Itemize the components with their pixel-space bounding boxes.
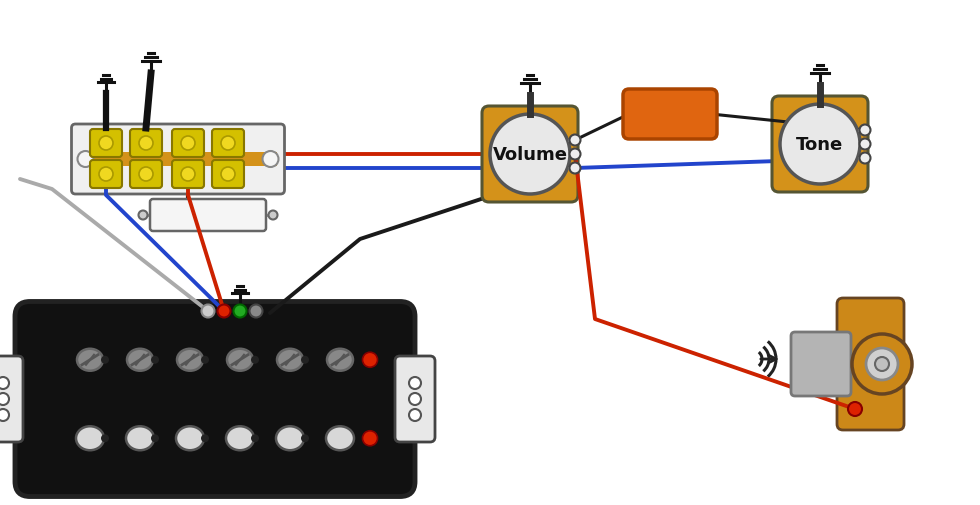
FancyBboxPatch shape — [90, 130, 122, 158]
Circle shape — [218, 305, 230, 318]
Circle shape — [569, 135, 580, 146]
FancyBboxPatch shape — [212, 161, 244, 189]
Circle shape — [852, 334, 912, 394]
Circle shape — [875, 358, 889, 371]
Circle shape — [859, 125, 870, 136]
Ellipse shape — [76, 426, 104, 450]
FancyBboxPatch shape — [130, 130, 162, 158]
Circle shape — [139, 168, 153, 182]
FancyBboxPatch shape — [150, 199, 266, 231]
Circle shape — [0, 377, 9, 389]
Circle shape — [263, 152, 278, 168]
Circle shape — [409, 377, 421, 389]
FancyBboxPatch shape — [15, 302, 415, 496]
Circle shape — [181, 168, 195, 182]
FancyBboxPatch shape — [172, 130, 204, 158]
Circle shape — [181, 137, 195, 150]
FancyBboxPatch shape — [395, 357, 435, 442]
FancyBboxPatch shape — [623, 90, 717, 140]
FancyBboxPatch shape — [837, 298, 904, 430]
Circle shape — [101, 356, 109, 364]
Circle shape — [490, 115, 570, 194]
Ellipse shape — [277, 349, 303, 371]
Circle shape — [269, 211, 277, 220]
Circle shape — [233, 305, 247, 318]
Circle shape — [221, 137, 235, 150]
Circle shape — [201, 356, 209, 364]
Circle shape — [138, 211, 148, 220]
Circle shape — [301, 356, 309, 364]
FancyBboxPatch shape — [79, 153, 276, 167]
Circle shape — [202, 305, 215, 318]
Circle shape — [101, 434, 109, 442]
FancyBboxPatch shape — [90, 161, 122, 189]
Circle shape — [77, 152, 93, 168]
FancyBboxPatch shape — [772, 97, 868, 192]
Text: Tone: Tone — [797, 136, 844, 154]
Circle shape — [0, 409, 9, 421]
Circle shape — [250, 305, 263, 318]
Circle shape — [363, 431, 377, 446]
Circle shape — [848, 402, 862, 416]
FancyBboxPatch shape — [72, 125, 284, 194]
Ellipse shape — [177, 349, 203, 371]
Circle shape — [151, 434, 159, 442]
Text: Volume: Volume — [493, 146, 567, 164]
Ellipse shape — [176, 426, 204, 450]
Circle shape — [151, 356, 159, 364]
Ellipse shape — [127, 349, 153, 371]
Circle shape — [139, 137, 153, 150]
Ellipse shape — [227, 349, 253, 371]
Circle shape — [569, 163, 580, 174]
Circle shape — [251, 356, 259, 364]
FancyBboxPatch shape — [212, 130, 244, 158]
Circle shape — [363, 352, 377, 368]
FancyBboxPatch shape — [172, 161, 204, 189]
Ellipse shape — [276, 426, 304, 450]
Ellipse shape — [126, 426, 154, 450]
FancyBboxPatch shape — [791, 332, 851, 396]
Circle shape — [866, 348, 898, 380]
Circle shape — [251, 434, 259, 442]
FancyBboxPatch shape — [482, 107, 578, 203]
Circle shape — [0, 393, 9, 405]
Circle shape — [409, 409, 421, 421]
Circle shape — [221, 168, 235, 182]
FancyBboxPatch shape — [130, 161, 162, 189]
Ellipse shape — [226, 426, 254, 450]
Ellipse shape — [327, 349, 353, 371]
FancyBboxPatch shape — [0, 357, 23, 442]
Circle shape — [859, 139, 870, 150]
Circle shape — [99, 137, 113, 150]
Circle shape — [859, 153, 870, 164]
Ellipse shape — [326, 426, 354, 450]
Circle shape — [99, 168, 113, 182]
Circle shape — [780, 105, 860, 185]
Circle shape — [201, 434, 209, 442]
Circle shape — [301, 434, 309, 442]
Circle shape — [569, 149, 580, 160]
Circle shape — [409, 393, 421, 405]
Ellipse shape — [77, 349, 103, 371]
